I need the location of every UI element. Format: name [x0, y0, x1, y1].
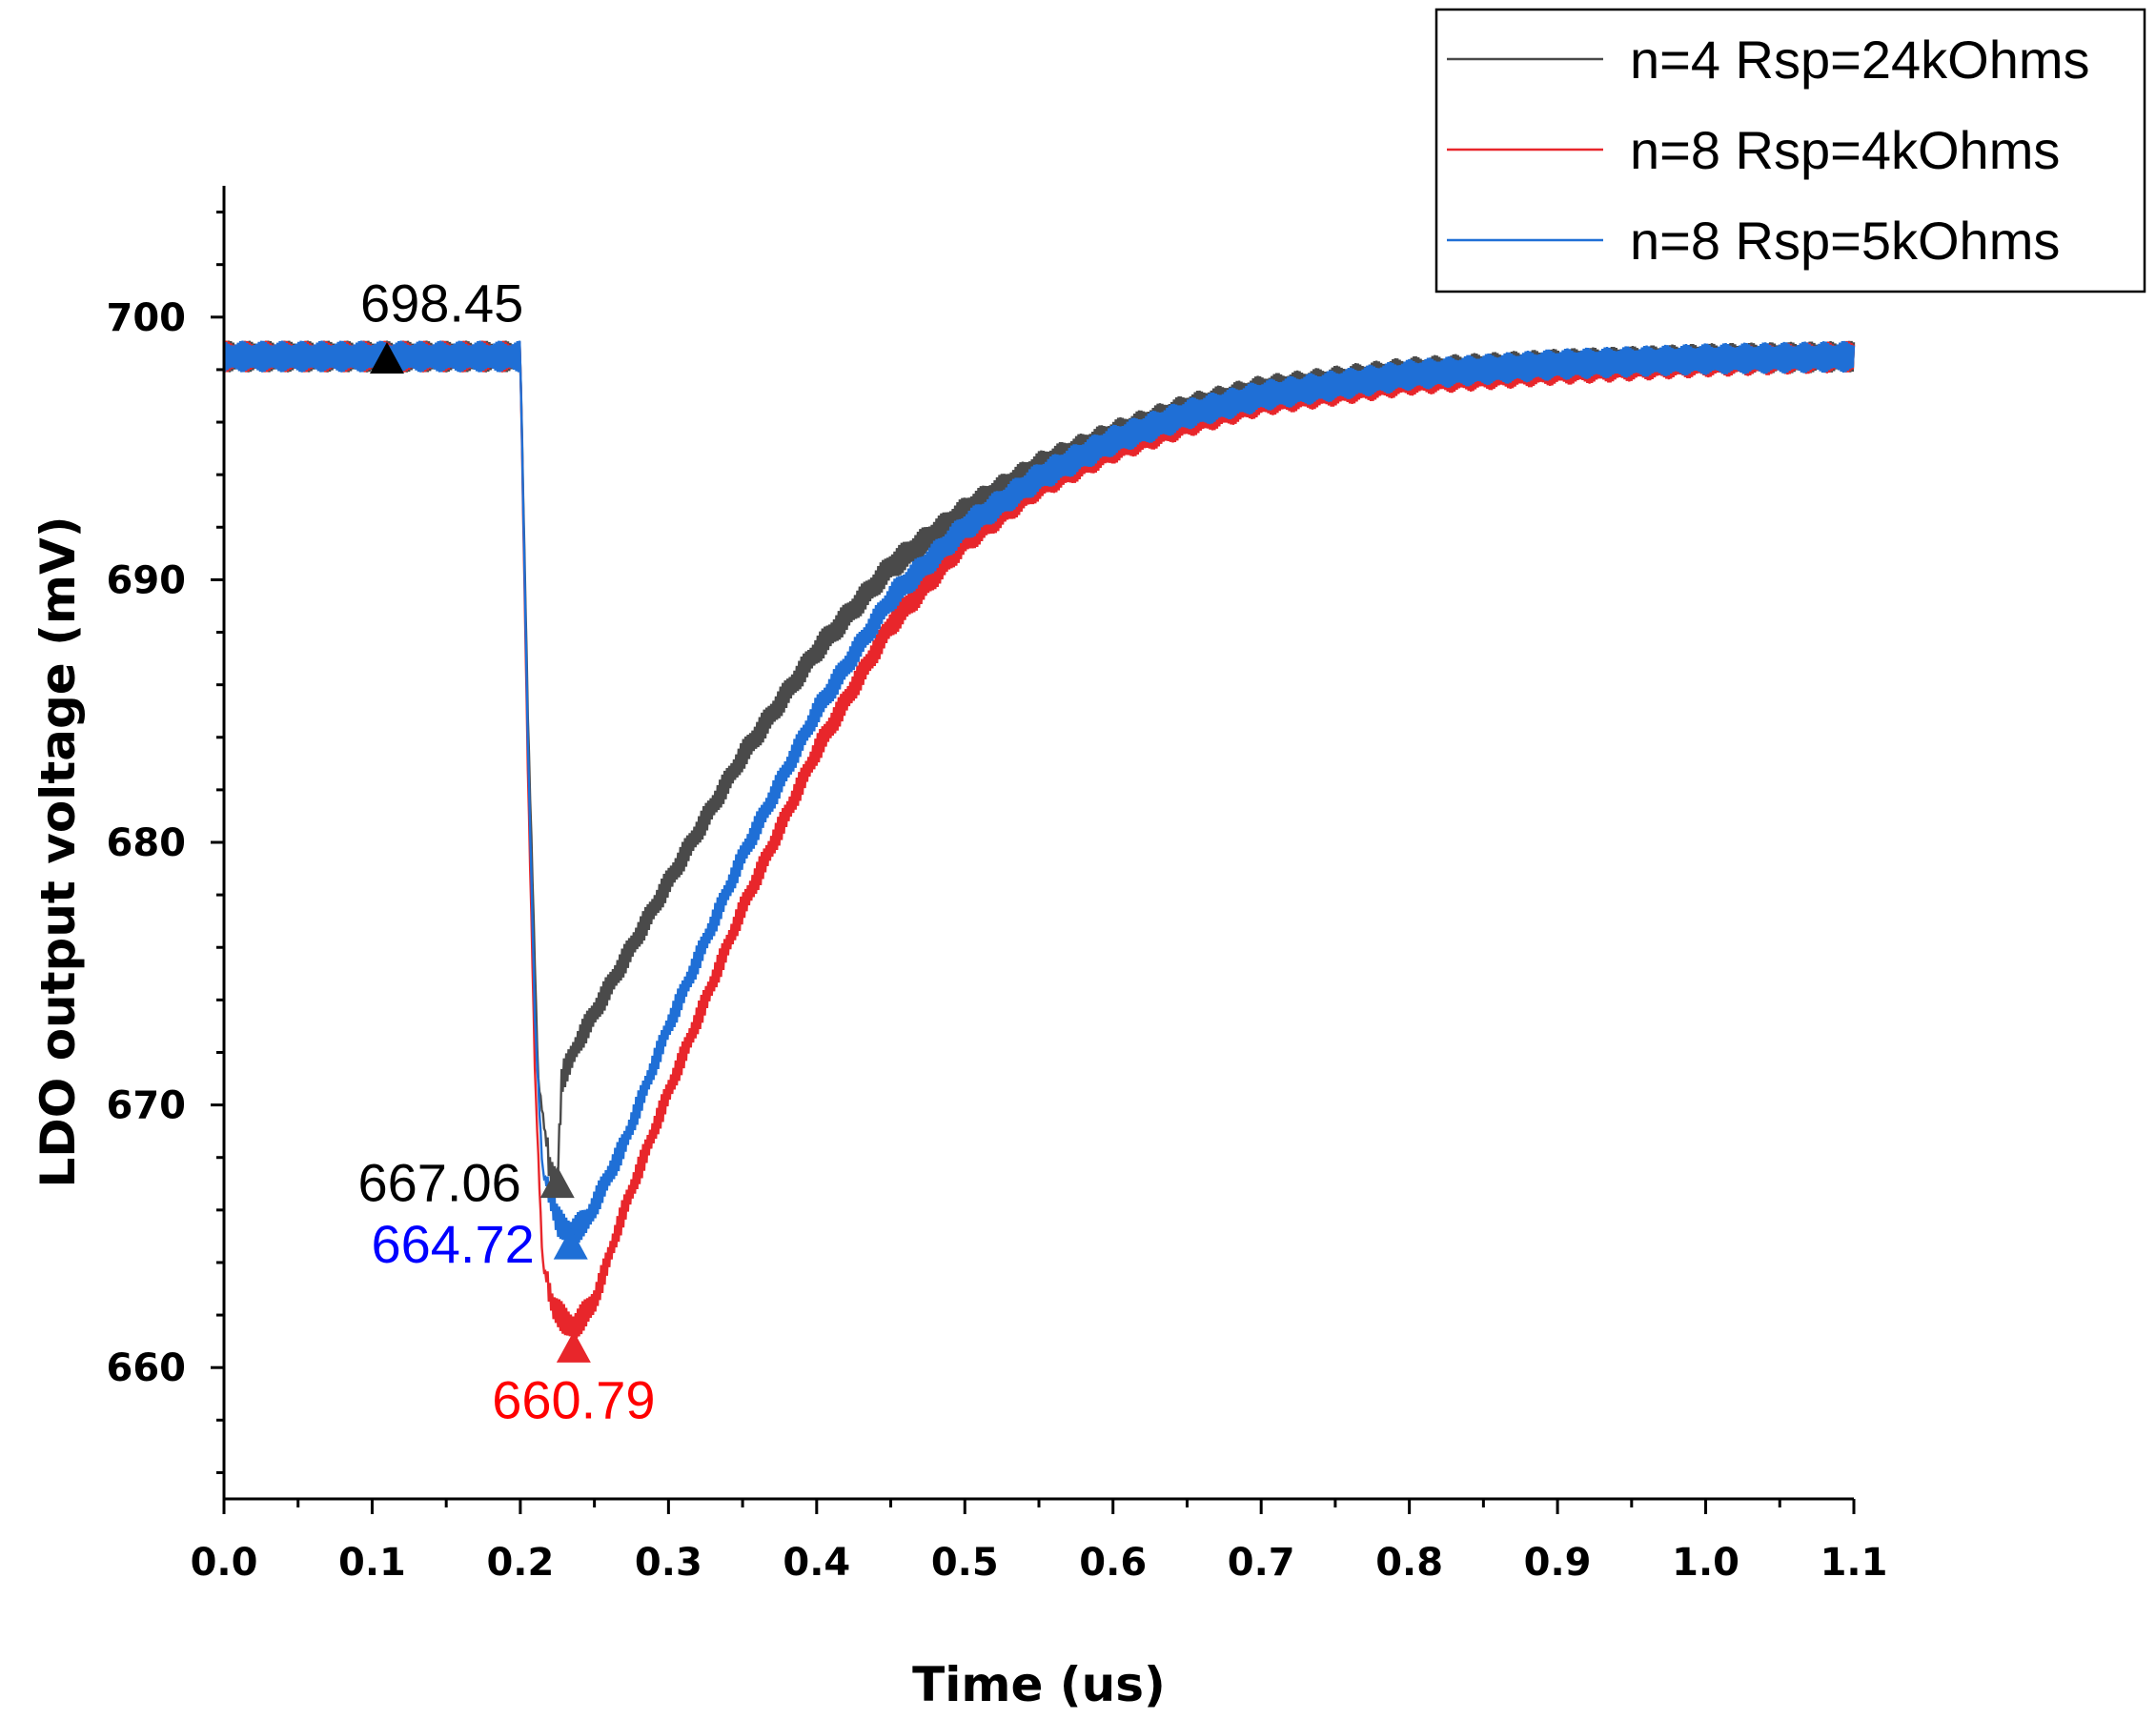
- series-line-3: [222, 340, 1856, 1245]
- x-tick-label: 0.2: [486, 1541, 554, 1585]
- annotation-marker: [539, 1166, 575, 1199]
- x-tick-label: 1.1: [1820, 1541, 1888, 1585]
- x-tick-label: 0.0: [191, 1541, 258, 1585]
- x-tick-label: 0.7: [1228, 1541, 1295, 1585]
- x-tick-label: 0.9: [1524, 1541, 1592, 1585]
- x-tick-label: 0.5: [931, 1541, 999, 1585]
- legend-entry: n=8 Rsp=4kOhms: [1630, 120, 2060, 180]
- legend-entry: n=8 Rsp=5kOhms: [1630, 211, 2060, 271]
- y-tick-label: 660: [107, 1346, 187, 1390]
- y-tick-label: 690: [107, 558, 187, 602]
- x-tick-label: 0.4: [783, 1541, 850, 1585]
- x-tick-label: 0.3: [635, 1541, 702, 1585]
- annotation-label: 660.79: [492, 1369, 655, 1429]
- x-tick-label: 0.8: [1375, 1541, 1443, 1585]
- y-axis-title: LDO output voltage (mV): [31, 516, 86, 1187]
- legend: n=4 Rsp=24kOhms n=8 Rsp=4kOhms n=8 Rsp=5kO…: [1434, 8, 2146, 293]
- annotation-label: 667.06: [357, 1153, 520, 1213]
- x-tick-label: 0.1: [338, 1541, 406, 1585]
- legend-entry: n=4 Rsp=24kOhms: [1630, 30, 2089, 90]
- annotation-label: 698.45: [360, 273, 523, 334]
- y-tick-label: 680: [107, 821, 187, 865]
- y-tick-label: 670: [107, 1084, 187, 1128]
- annotation-marker: [556, 1330, 591, 1363]
- annotation-marker: [370, 342, 404, 374]
- x-tick-label: 1.0: [1672, 1541, 1739, 1585]
- axes: 660 670 680 690 700 0.0 0.1 0.2 0.3 0.4 0.5 0.6 0.7 0…: [31, 186, 1887, 1712]
- y-tick-label: 700: [107, 296, 187, 340]
- plot-series: [222, 340, 1856, 1340]
- x-axis-title: Time (us): [912, 1657, 1166, 1712]
- annotation-label: 664.72: [371, 1214, 534, 1274]
- x-tick-label: 0.6: [1079, 1541, 1147, 1585]
- annotation-marker: [553, 1227, 588, 1260]
